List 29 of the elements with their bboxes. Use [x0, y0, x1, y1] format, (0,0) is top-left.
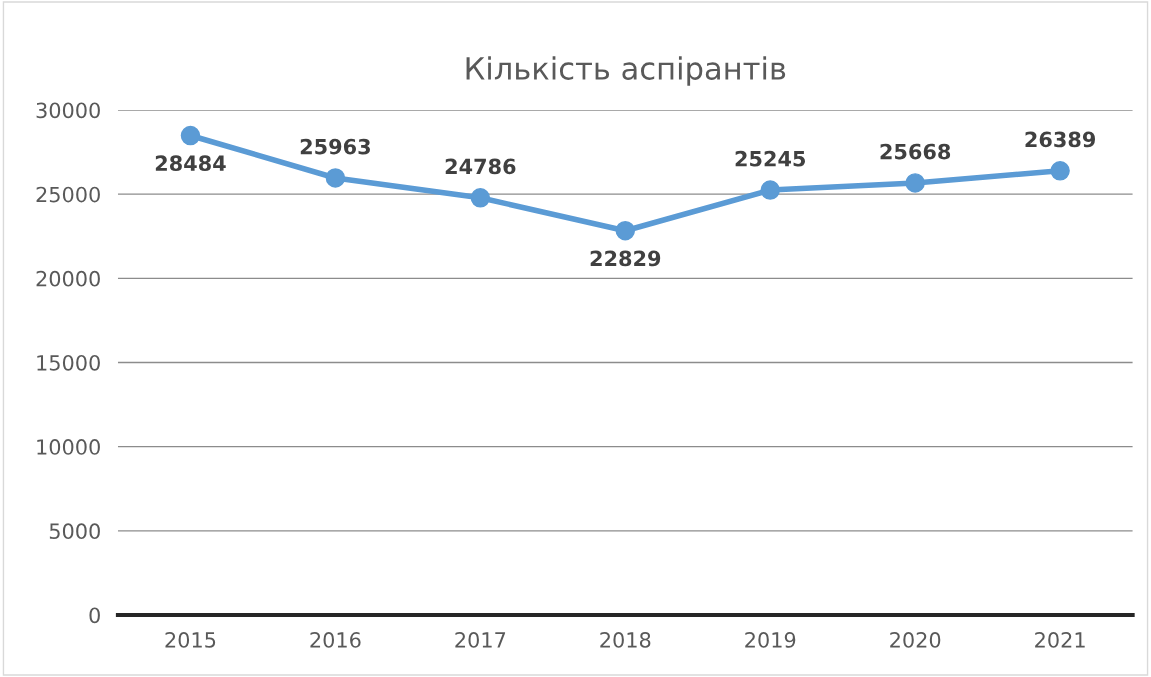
y-tick-label: 20000	[36, 270, 100, 287]
data-label: 22829	[590, 250, 661, 267]
point	[615, 220, 636, 241]
data-label: 28484	[155, 155, 226, 172]
data-label: 24786	[445, 158, 516, 175]
y-tick-label: 30000	[36, 102, 100, 119]
y-tick-label: 15000	[37, 354, 100, 371]
data-label: 26389	[1025, 131, 1096, 148]
x-tick-label: 2018	[600, 632, 651, 648]
data-label: 25245	[735, 150, 806, 167]
y-tick-label: 5000	[49, 523, 100, 540]
point	[470, 188, 491, 208]
point	[1050, 161, 1070, 181]
x-tick-label: 2021	[1035, 632, 1085, 648]
y-tick-label: 25000	[36, 186, 100, 203]
chart-title: Кількість аспірантів	[466, 56, 786, 86]
y-tick-label: 10000	[37, 439, 100, 455]
point	[905, 173, 925, 193]
point	[180, 125, 201, 146]
x-tick-label: 2020	[890, 632, 941, 648]
data-label: 25963	[300, 138, 370, 155]
y-tick-label: 0	[89, 607, 100, 624]
point	[760, 180, 780, 200]
x-tick-label: 2015	[165, 632, 216, 648]
point	[325, 168, 346, 188]
data-label: 25668	[880, 143, 951, 160]
x-tick-label: 2017	[455, 632, 506, 648]
x-tick-label: 2019	[745, 632, 796, 648]
x-tick-label: 2016	[310, 632, 361, 648]
